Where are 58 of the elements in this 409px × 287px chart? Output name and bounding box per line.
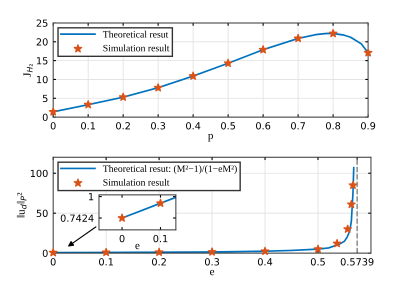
point [260, 246, 270, 255]
point [48, 107, 58, 116]
x-tick-label: 0.1 [153, 234, 168, 242]
point [294, 34, 302, 42]
point [348, 180, 358, 190]
point [118, 92, 128, 101]
point [224, 58, 232, 68]
y-tick-label: 0 [42, 114, 48, 121]
x-tick-label: 0.4 [258, 258, 272, 266]
y-tick-label: 0 [42, 250, 48, 257]
point [314, 244, 322, 253]
y-tick-label: 25 [36, 19, 48, 27]
y-tick-label: 10 [37, 76, 48, 84]
y-tick-label: 50 [36, 210, 48, 218]
x-tick-label: 0.5739 [340, 258, 374, 266]
x-tick-label: 0.2 [116, 122, 130, 130]
x-tick-label: 0.3 [151, 122, 166, 130]
point [188, 72, 198, 80]
point [48, 248, 58, 256]
point [258, 45, 268, 54]
x-tick-label: 0.8 [326, 122, 340, 130]
y-axis-title: J$_{H₂}$ [23, 64, 33, 77]
point [154, 83, 162, 92]
point [364, 48, 372, 56]
y-tick-label: 5 [42, 94, 48, 102]
x-tick-label: 0 [50, 258, 56, 266]
legend-label: Simulation result [103, 44, 170, 52]
legend-label: Theoretical resut [102, 30, 168, 38]
x-tick-label: 0.6 [256, 122, 270, 130]
x-tick-label: 0.9 [361, 122, 376, 130]
point [208, 247, 216, 256]
y-axis-title: ‖u$_{d}$‖$_{P}$² [16, 192, 26, 218]
x-tick-label: 0.1 [81, 122, 95, 130]
x-tick-label: 0.5 [310, 258, 325, 266]
y-tick-label: 1 [89, 193, 94, 200]
point [154, 248, 164, 256]
x-tick-label: 0.5 [221, 122, 236, 130]
legend-label: Simulation result [103, 178, 170, 186]
x-tick-label: 0.2 [152, 258, 166, 266]
y-tick-label: 100 [30, 170, 48, 178]
x-axis-title: e [210, 270, 214, 276]
point [328, 29, 338, 38]
point [343, 224, 352, 233]
legend-label: Theoretical resut: (M²−1)/(1−eM²) [102, 165, 237, 174]
x-axis-title: p [208, 134, 213, 142]
x-tick-label: 0.4 [186, 122, 200, 130]
point [84, 100, 92, 108]
x-tick-label: 0.1 [99, 258, 113, 266]
y-tick-label: 0.7424 [60, 214, 94, 222]
point [347, 200, 356, 208]
y-tick-label: 20 [36, 38, 48, 46]
point [332, 239, 342, 248]
point [102, 248, 110, 256]
y-tick-label: 15 [37, 57, 48, 64]
x-tick-label: 0 [50, 122, 56, 130]
x-axis-title: e [135, 244, 140, 250]
x-tick-label: 0.7 [291, 122, 306, 130]
x-tick-label: 0.3 [204, 258, 220, 266]
